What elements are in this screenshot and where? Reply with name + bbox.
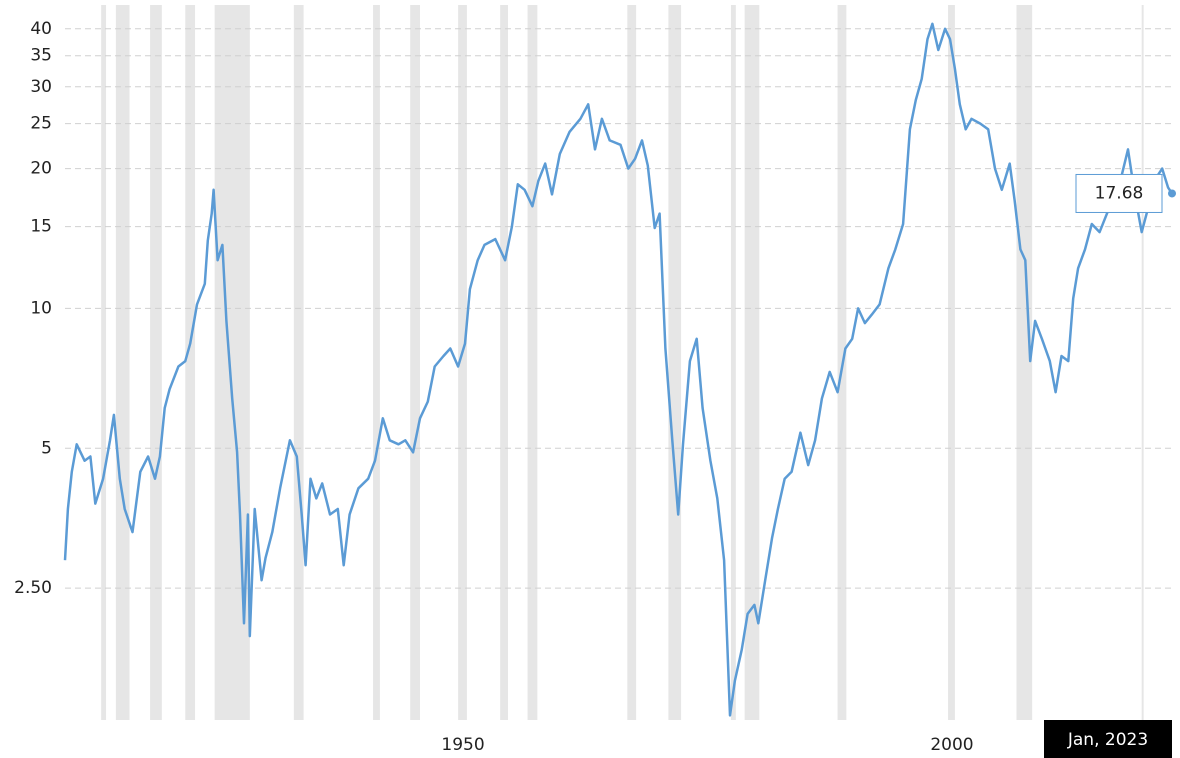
y-tick-label: 40	[30, 19, 52, 39]
x-tick-label: 1950	[441, 735, 484, 755]
recession-band	[101, 5, 107, 720]
recession-band	[527, 5, 538, 720]
recession-band	[293, 5, 304, 720]
y-tick-label: 5	[41, 438, 52, 458]
recession-band	[730, 5, 736, 720]
tooltip-box	[1075, 173, 1163, 213]
y-tick-label: 10	[30, 298, 52, 318]
crosshair-label: Jan, 2023	[1067, 730, 1148, 750]
recession-band	[627, 5, 637, 720]
recession-band	[150, 5, 162, 720]
last-point	[1168, 189, 1176, 198]
recession-band	[948, 5, 955, 720]
recession-band	[373, 5, 380, 720]
y-tick-label: 15	[30, 217, 52, 237]
x-tick-label: 2000	[930, 735, 973, 755]
y-tick-label: 35	[30, 46, 52, 66]
y-tick-label: 20	[30, 159, 52, 179]
recession-band	[500, 5, 508, 720]
crosshair-box	[1044, 720, 1172, 758]
y-tick-label: 2.50	[14, 578, 52, 598]
recession-band	[744, 5, 760, 720]
y-tick-label: 25	[30, 114, 52, 134]
recession-band	[1141, 5, 1144, 720]
y-tick-label: 30	[30, 77, 52, 97]
recession-band	[410, 5, 420, 720]
recession-band	[185, 5, 196, 720]
data-line	[63, 22, 1174, 717]
recession-band	[115, 5, 130, 720]
recession-band	[668, 5, 682, 720]
recession-band	[1016, 5, 1033, 720]
tooltip-value: 17.68	[1095, 183, 1144, 203]
recession-band	[458, 5, 467, 720]
